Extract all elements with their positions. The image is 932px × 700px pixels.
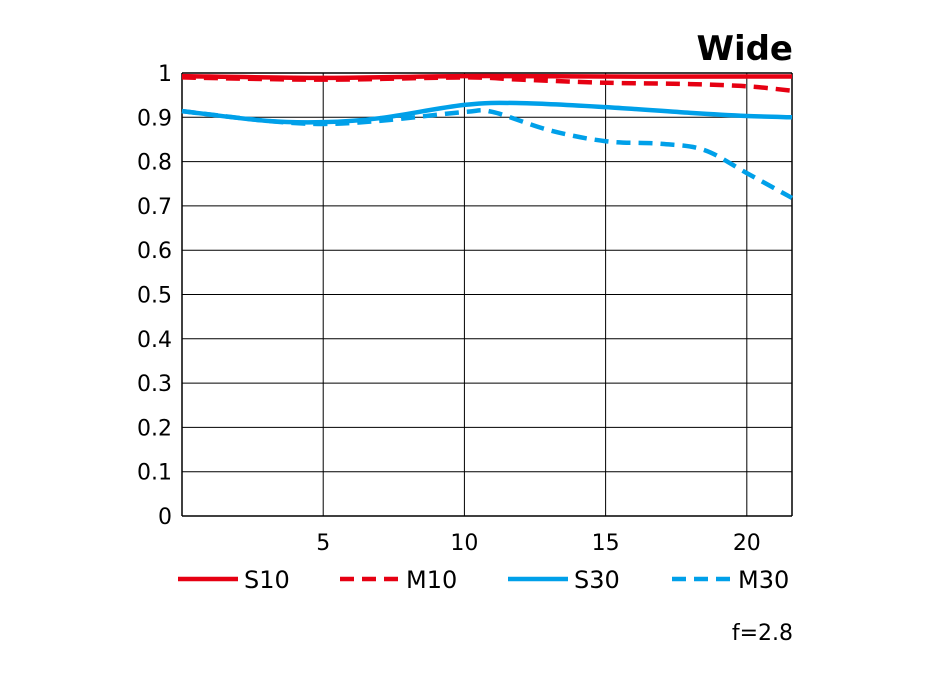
y-tick-label: 0.8 (137, 151, 172, 176)
y-axis-ticks: 0 0.1 0.2 0.3 0.4 0.5 0.6 0.7 0.8 0.9 1 (137, 62, 172, 530)
series-lines (181, 73, 794, 200)
y-tick-label: 1 (158, 62, 172, 87)
y-tick-label: 0.3 (137, 372, 172, 397)
x-tick-label: 20 (733, 531, 761, 556)
legend: S10 M10 S30 M30 (178, 566, 789, 594)
y-tick-label: 0.5 (137, 284, 172, 309)
x-tick-label: 15 (592, 531, 620, 556)
aperture-note: f=2.8 (732, 621, 793, 646)
series-line-m10 (181, 75, 793, 93)
legend-label-s30: S30 (574, 566, 620, 594)
y-tick-label: 0.2 (137, 416, 172, 441)
series-line-m30 (181, 108, 794, 200)
x-axis-ticks: 5 10 15 20 (316, 531, 761, 556)
legend-label-m10: M10 (406, 566, 457, 594)
y-tick-label: 0.4 (137, 328, 172, 353)
y-tick-label: 0.1 (137, 461, 172, 486)
grid (181, 72, 793, 517)
chart-title: Wide (696, 29, 793, 69)
y-tick-label: 0.6 (137, 239, 172, 264)
y-tick-label: 0.7 (137, 195, 172, 220)
legend-label-m30: M30 (738, 566, 789, 594)
x-tick-label: 5 (316, 531, 330, 556)
y-tick-label: 0 (158, 505, 172, 530)
y-tick-label: 0.9 (137, 106, 172, 131)
x-tick-label: 10 (450, 531, 478, 556)
legend-label-s10: S10 (244, 566, 290, 594)
